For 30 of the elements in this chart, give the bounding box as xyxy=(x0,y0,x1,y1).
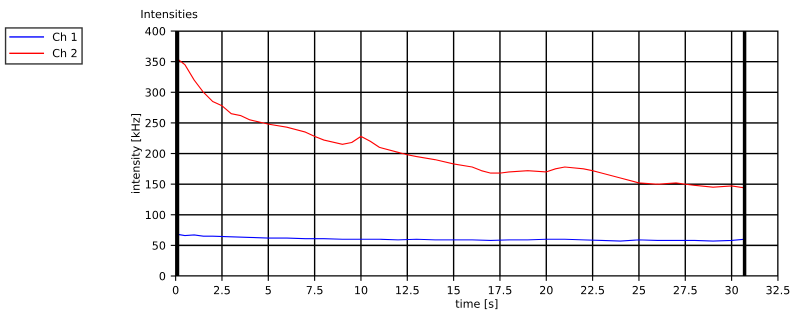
y-tick-label: 300 xyxy=(146,88,166,97)
x-tick-label: 27.5 xyxy=(674,286,697,294)
x-tick-label: 17.5 xyxy=(488,286,512,294)
x-tick-label: 20 xyxy=(540,286,553,294)
y-tick-label: 150 xyxy=(146,180,166,189)
x-tick-label: 2.5 xyxy=(214,286,230,294)
y-tick-label: 100 xyxy=(146,210,166,220)
x-tick-label: 15 xyxy=(448,286,460,294)
legend-label: Ch 2 xyxy=(52,48,77,58)
x-axis-title: time [s] xyxy=(456,299,498,310)
line-series xyxy=(176,234,746,242)
chart-title: Intensities xyxy=(141,10,198,18)
x-tick-label: 30 xyxy=(725,286,738,294)
x-tick-label: 0 xyxy=(172,286,178,294)
x-tick-label: 10 xyxy=(355,286,368,294)
x-tick-label: 7.5 xyxy=(306,286,322,294)
y-tick-label: 0 xyxy=(160,272,166,280)
y-tick-label: 250 xyxy=(146,118,166,128)
y-tick-label: 200 xyxy=(146,149,166,158)
y-tick-label: 50 xyxy=(152,241,166,250)
y-axis-title: intensity [kHz] xyxy=(131,114,142,193)
x-tick-label: 32.5 xyxy=(766,286,790,294)
x-tick-label: 12.5 xyxy=(396,286,419,294)
x-tick-label: 5 xyxy=(266,286,271,294)
y-tick-label: 400 xyxy=(145,27,166,36)
y-tick-label: 350 xyxy=(146,58,166,66)
x-tick-label: 25 xyxy=(632,286,646,294)
line-series xyxy=(176,58,746,188)
x-tick-label: 22.5 xyxy=(581,286,604,294)
legend-label: Ch 1 xyxy=(52,32,77,41)
